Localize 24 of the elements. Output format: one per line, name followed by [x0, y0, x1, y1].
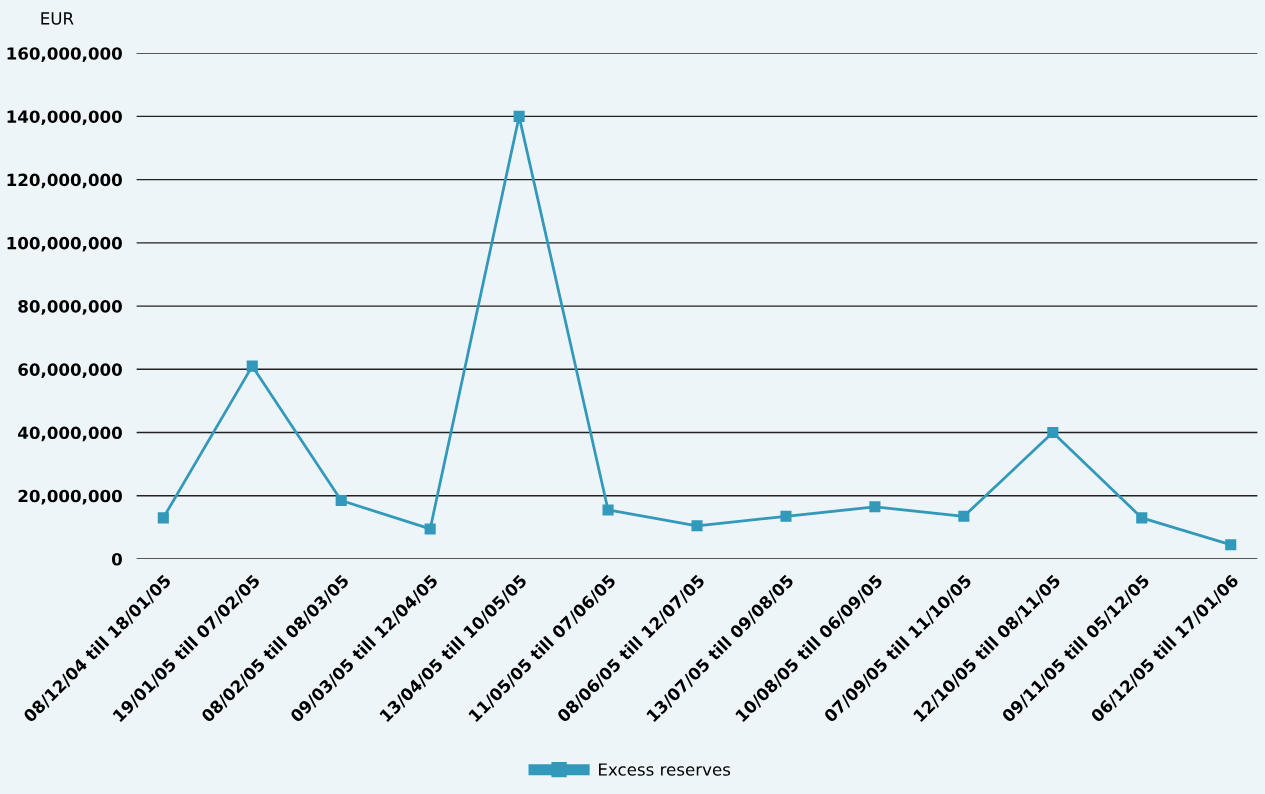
y-tick-label: 40,000,000: [18, 426, 122, 442]
y-tick-label: 160,000,000: [7, 47, 122, 62]
point: [1136, 512, 1148, 524]
point: [691, 520, 703, 532]
y-tick-label: 20,000,000: [18, 489, 122, 505]
y-axis-title: EUR: [41, 12, 74, 25]
point: [157, 512, 169, 524]
point: [335, 494, 347, 507]
legend-label: Excess reserves: [599, 763, 731, 776]
point: [1225, 539, 1237, 551]
point: [869, 501, 881, 513]
point: [513, 110, 525, 122]
point: [780, 510, 792, 522]
y-tick-label: 120,000,000: [7, 173, 122, 189]
y-tick-label: 100,000,000: [7, 236, 122, 252]
point: [424, 523, 436, 535]
y-tick-label: 80,000,000: [18, 300, 122, 315]
point: [602, 504, 614, 516]
point: [1047, 426, 1059, 439]
point: [246, 360, 258, 372]
y-tick-label: 60,000,000: [18, 363, 122, 379]
y-tick-label: 0: [111, 552, 122, 566]
point: [958, 510, 970, 522]
y-tick-label: 140,000,000: [7, 110, 122, 126]
